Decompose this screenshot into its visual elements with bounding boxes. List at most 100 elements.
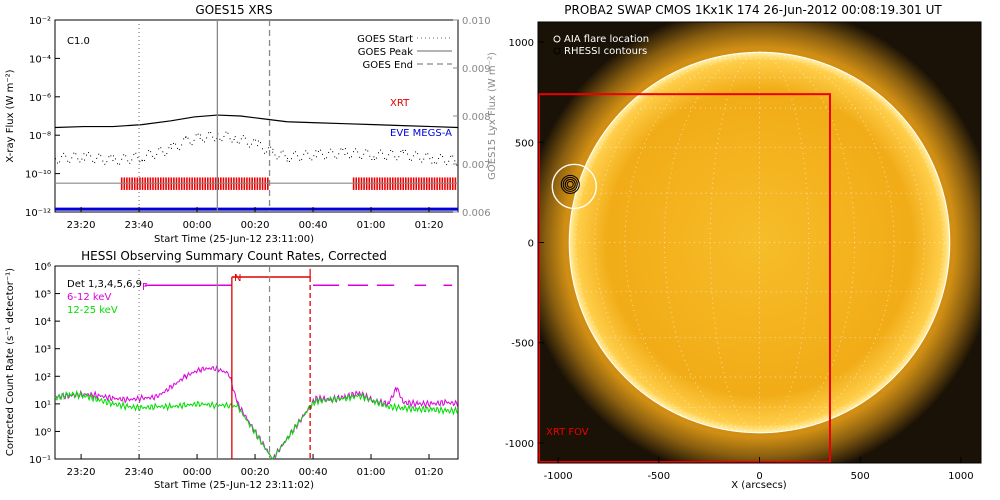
goes-x-tick-label: 23:20	[67, 220, 96, 231]
goes-series-dot	[299, 159, 301, 161]
goes-series-dot	[324, 158, 326, 160]
goes-series-dot	[406, 153, 408, 155]
goes-series-dot	[250, 143, 252, 145]
hessi-x-tick-label: 00:00	[183, 467, 212, 478]
swap-x-axis: -1000 -500 0 500 1000	[544, 457, 974, 482]
goes-series-dot	[264, 152, 266, 154]
goes-series-dot	[315, 150, 317, 152]
swap-x-tick-label: 1000	[948, 471, 973, 482]
goes-series-dot	[419, 158, 421, 160]
goes-series-dot	[286, 160, 288, 162]
goes-series-dot	[115, 158, 117, 160]
goes-series-dot	[425, 153, 427, 155]
goes-x-tick-label: 01:20	[415, 220, 444, 231]
goes-series-dot	[272, 151, 274, 153]
goes-series-dot	[141, 159, 143, 161]
goes-legend-label: GOES End	[363, 60, 413, 71]
goes-series-dot	[332, 151, 334, 153]
goes-series-dot	[346, 152, 348, 154]
goes-series-dot	[71, 157, 73, 159]
goes-y2label: GOES15 Lyx Flux (W m⁻²)	[487, 52, 498, 180]
goes-series-dot	[108, 156, 110, 158]
goes-series-dot	[158, 148, 160, 150]
goes-series-dot	[199, 134, 201, 136]
solar-limb	[568, 51, 951, 434]
goes-series-dot	[398, 156, 400, 158]
goes-series-dot	[229, 138, 231, 140]
goes-legend: GOES Start GOES Peak GOES End	[357, 34, 452, 71]
goes-series-dot	[429, 158, 431, 160]
goes-series-dot	[311, 159, 313, 161]
goes-series-dot	[276, 158, 278, 160]
goes-series-dot	[123, 154, 125, 156]
hessi-x-tick-label: 00:20	[241, 467, 270, 478]
goes-series-dot	[353, 151, 355, 153]
goes-series-dot	[262, 148, 264, 150]
goes-series-dot	[392, 151, 394, 153]
goes-series-dot	[201, 139, 203, 141]
goes-y2-tick-label: 0.008	[462, 112, 491, 123]
goes-series-dot	[282, 150, 284, 152]
goes-series-dot	[369, 155, 371, 157]
goes-series-dot	[152, 155, 154, 157]
hessi-y-tick-label: 10⁵	[34, 290, 51, 301]
goes-series-dot	[448, 160, 450, 162]
goes-series-dot	[371, 159, 373, 161]
goes-series-dot	[384, 157, 386, 159]
goes-series-dot	[338, 153, 340, 155]
swap-x-tick-label: 500	[851, 471, 870, 482]
goes-series-dot	[164, 154, 166, 156]
flare-markers	[551, 163, 597, 210]
goes-series-dot	[415, 151, 417, 153]
goes-series-dot	[173, 142, 175, 144]
goes-series-dot	[139, 161, 141, 163]
goes-series-dot	[227, 132, 229, 134]
goes-series-dot	[404, 149, 406, 151]
goes-y2-tick-label: 0.007	[462, 160, 491, 171]
goes-series-dot	[291, 158, 293, 160]
goes-series-dot	[100, 155, 102, 157]
goes-series-dot	[319, 149, 321, 151]
goes-y-tick-label: 10⁻¹²	[25, 208, 51, 219]
goes-series-dot	[57, 162, 59, 164]
goes-series-dot	[112, 155, 114, 157]
goes-series-dot	[73, 152, 75, 154]
goes-series-dot	[437, 158, 439, 160]
hessi-plot-area	[54, 266, 459, 460]
goes-series-dot	[197, 133, 199, 135]
goes-series-dot	[440, 154, 442, 156]
heliographic-grid	[569, 51, 950, 434]
goes-series-dot	[344, 148, 346, 150]
goes-series-dot	[133, 153, 135, 155]
goes-y2-tick-label: 0.006	[462, 208, 491, 219]
swap-x-tick-label: -500	[647, 471, 670, 482]
rhessi-contour	[564, 178, 576, 190]
xrt-fov-label: XRT FOV	[546, 427, 589, 438]
goes-series-dot	[380, 149, 382, 151]
rhessi-contour	[562, 176, 578, 192]
goes-series-dot	[86, 154, 88, 156]
goes-series-dot	[185, 136, 187, 138]
goes-series-dot	[96, 157, 98, 159]
swap-y-tick-label: 500	[515, 138, 534, 149]
goes-series-dot	[423, 158, 425, 160]
goes-series-dot	[195, 134, 197, 136]
hessi-series-line	[54, 365, 459, 460]
goes-y2-tick-label: 0.009	[462, 64, 491, 75]
goes-y2-axis: 0.010 0.009 0.008 0.007 0.006	[453, 16, 491, 219]
goes-series-dot	[63, 152, 65, 154]
goes-series-dot	[162, 151, 164, 153]
goes-series-dot	[61, 156, 63, 158]
goes-y-tick-label: 10⁻⁸	[29, 131, 51, 142]
swap-title: PROBA2 SWAP CMOS 1Kx1K 174 26-Jun-2012 0…	[564, 3, 942, 17]
goes-series-dot	[110, 155, 112, 157]
goes-series-dot	[102, 160, 104, 162]
goes-series-dot	[355, 148, 357, 150]
goes-x-tick-label: 01:00	[357, 220, 386, 231]
swap-y-tick-label: 0	[528, 239, 534, 250]
goes-series-dot	[216, 138, 218, 140]
goes-series-dot	[177, 147, 179, 149]
goes-series-dot	[160, 147, 162, 149]
goes-series-dot	[187, 137, 189, 139]
